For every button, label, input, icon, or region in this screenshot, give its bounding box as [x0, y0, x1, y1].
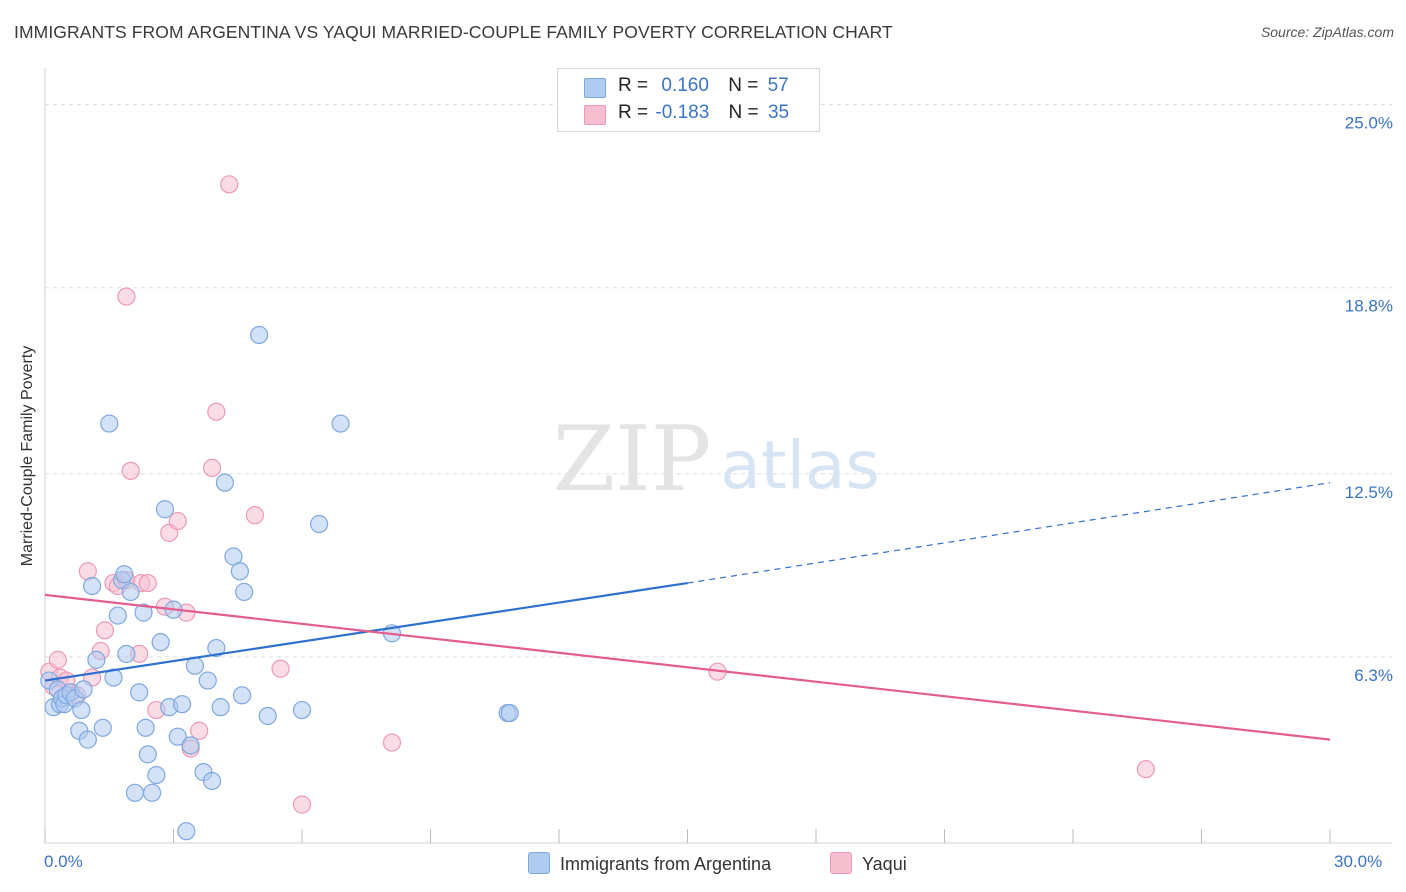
argentina-point — [202, 771, 222, 791]
yaqui-point — [117, 287, 136, 306]
argentina-point — [215, 473, 234, 492]
bottom-legend-swatch-blue — [528, 852, 550, 874]
argentina-point — [83, 576, 102, 596]
yaqui-point — [1136, 760, 1155, 779]
legend-r-label: R = — [618, 102, 649, 123]
argentina-point — [235, 582, 254, 602]
legend-text-yaqui: R = -0.183 N = 35 — [618, 102, 789, 124]
argentina-point — [138, 745, 157, 764]
yaqui-point — [190, 721, 209, 740]
argentina-point — [93, 718, 112, 737]
argentina-point — [108, 606, 127, 625]
y-tick-labels: 6.3% 12.5% 18.8% 25.0% — [1345, 114, 1393, 685]
legend-text-argentina: R = 0.160 N = 57 — [618, 75, 789, 97]
watermark: ZIP atlas — [553, 407, 880, 512]
argentina-point — [168, 727, 187, 746]
yaqui-point — [138, 573, 157, 593]
argentina-point — [151, 633, 170, 652]
argentina-point — [181, 736, 200, 755]
yaqui-point — [202, 458, 222, 477]
argentina-point — [232, 686, 252, 705]
legend-swatch-blue — [584, 78, 606, 98]
yaqui-point — [168, 511, 187, 531]
axes — [44, 68, 1392, 844]
source-credit: Source: ZipAtlas.com — [1260, 24, 1394, 40]
yaqui-point — [271, 659, 290, 678]
argentina-point — [292, 700, 312, 720]
x-tick-max: 30.0% — [1334, 852, 1383, 871]
argentina-point — [211, 698, 230, 717]
watermark-zip: ZIP — [553, 407, 712, 512]
argentina-point — [74, 680, 93, 699]
argentina-point — [117, 644, 136, 664]
argentina-point — [115, 565, 134, 584]
legend-n-label: N = — [728, 102, 759, 123]
yaqui-point — [382, 733, 402, 752]
argentina-point — [250, 325, 269, 345]
yaqui-point — [245, 506, 264, 525]
yaqui-point — [48, 650, 67, 669]
yaqui-trend-line — [44, 593, 1331, 741]
argentina-point — [72, 700, 91, 720]
yaqui-point — [121, 461, 140, 480]
argentina-point — [121, 582, 140, 602]
argentina-point — [147, 765, 166, 785]
legend-n-label: N = — [728, 75, 759, 96]
bottom-legend-argentina: Immigrants from Argentina — [528, 852, 771, 875]
argentina-point — [136, 718, 155, 737]
grid-lines — [45, 104, 1392, 658]
legend-n-value-yaqui: 35 — [767, 102, 790, 123]
argentina-point — [500, 703, 519, 723]
bottom-legend-label-yaqui: Yaqui — [862, 854, 907, 874]
bottom-legend-label-argentina: Immigrants from Argentina — [560, 854, 772, 874]
x-tick-min: 0.0% — [44, 852, 83, 871]
y-tick-label: 18.8% — [1345, 297, 1393, 316]
y-tick-label: 25.0% — [1345, 114, 1393, 133]
argentina-point — [185, 656, 205, 675]
legend-r-label: R = — [618, 75, 649, 96]
y-tick-label: 12.5% — [1345, 483, 1393, 502]
argentina-point — [87, 650, 106, 669]
argentina-point — [198, 671, 217, 690]
yaqui-point — [95, 621, 115, 640]
argentina-point — [125, 783, 145, 802]
legend-r-value-argentina: 0.160 — [661, 75, 709, 96]
argentina-point — [155, 500, 175, 519]
legend-swatch-pink — [584, 105, 606, 125]
yaqui-point — [220, 175, 239, 194]
argentina-point — [142, 783, 162, 802]
argentina-point — [177, 822, 196, 841]
yaqui-point — [207, 402, 226, 421]
argentina-point — [230, 562, 249, 581]
argentina-point — [100, 414, 119, 433]
argentina-point — [258, 706, 277, 726]
bottom-legend-yaqui: Yaqui — [830, 852, 907, 875]
argentina-point — [130, 683, 149, 702]
y-tick-label: 6.3% — [1354, 666, 1393, 685]
argentina-point — [172, 695, 192, 714]
legend-n-value-argentina: 57 — [767, 75, 789, 96]
argentina-point — [134, 603, 153, 622]
legend-r-value-yaqui: -0.183 — [655, 102, 710, 123]
trend-lines — [44, 482, 1331, 741]
chart-title: IMMIGRANTS FROM ARGENTINA VS YAQUI MARRI… — [14, 22, 893, 42]
argentina-point — [331, 414, 350, 433]
argentina-point — [78, 730, 97, 749]
argentina-point — [207, 638, 226, 658]
yaqui-point — [292, 795, 312, 814]
watermark-atlas: atlas — [720, 427, 880, 504]
bottom-legend-swatch-pink — [830, 852, 852, 874]
argentina-point — [310, 514, 329, 534]
correlation-legend: R = 0.160 N = 57 R = -0.183 N = 35 — [557, 68, 820, 132]
argentina-trend-extension — [687, 482, 1331, 584]
